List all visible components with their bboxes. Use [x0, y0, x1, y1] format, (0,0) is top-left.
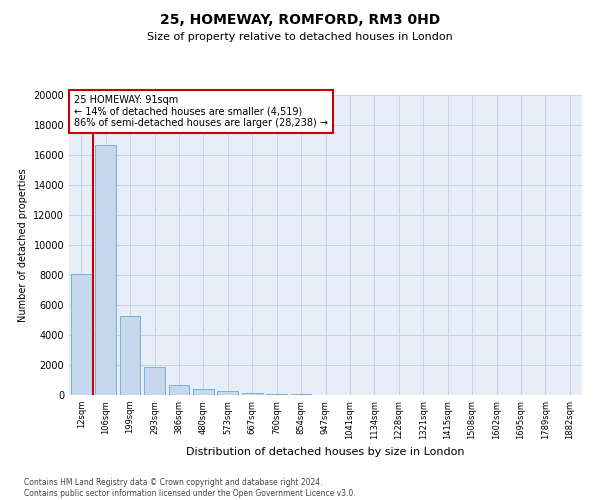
Bar	[144, 367, 165, 395]
Bar	[290, 394, 311, 395]
Text: Contains HM Land Registry data © Crown copyright and database right 2024.
Contai: Contains HM Land Registry data © Crown c…	[24, 478, 356, 498]
Bar	[266, 394, 287, 395]
Text: 25, HOMEWAY, ROMFORD, RM3 0HD: 25, HOMEWAY, ROMFORD, RM3 0HD	[160, 12, 440, 26]
Bar	[169, 384, 190, 395]
Text: 25 HOMEWAY: 91sqm
← 14% of detached houses are smaller (4,519)
86% of semi-detac: 25 HOMEWAY: 91sqm ← 14% of detached hous…	[74, 95, 328, 128]
Bar	[193, 390, 214, 395]
Bar	[119, 316, 140, 395]
Y-axis label: Number of detached properties: Number of detached properties	[18, 168, 28, 322]
Bar	[242, 393, 263, 395]
X-axis label: Distribution of detached houses by size in London: Distribution of detached houses by size …	[186, 448, 465, 458]
Bar	[71, 274, 92, 395]
Bar	[217, 391, 238, 395]
Bar	[95, 144, 116, 395]
Text: Size of property relative to detached houses in London: Size of property relative to detached ho…	[147, 32, 453, 42]
